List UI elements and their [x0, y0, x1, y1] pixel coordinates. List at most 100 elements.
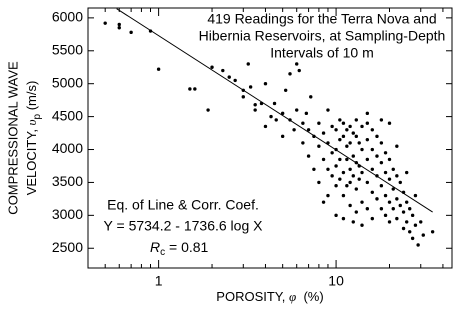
point: [370, 216, 375, 221]
point: [383, 193, 388, 198]
point: [301, 121, 305, 125]
point: [317, 180, 321, 185]
point: [401, 226, 406, 231]
annotation-part: = 0.81: [165, 239, 208, 255]
annotation: Hibernia Reservoirs, at Sampling-Depth: [199, 28, 446, 44]
plot-frame: [87, 7, 453, 269]
point: [253, 108, 257, 112]
point: [401, 210, 406, 214]
point: [321, 131, 326, 135]
point: [387, 200, 392, 204]
point: [375, 197, 379, 201]
y-tick-label: 3000: [52, 206, 83, 222]
point: [312, 167, 316, 171]
y-tick-label: 6000: [52, 9, 83, 25]
point: [365, 157, 370, 162]
point: [348, 203, 352, 208]
point: [383, 170, 388, 175]
point: [413, 193, 418, 198]
point: [341, 121, 346, 125]
point: [288, 72, 292, 76]
annotation-part: R: [150, 239, 160, 255]
point: [365, 111, 370, 116]
point: [419, 220, 423, 224]
annotation: 419 Readings for the Terra Nova and: [207, 11, 436, 27]
point: [395, 174, 399, 178]
point: [338, 118, 342, 122]
point: [348, 141, 352, 145]
point: [379, 160, 384, 165]
x-axis-label: POROSITY, φ (%): [216, 289, 323, 304]
point: [326, 193, 330, 198]
point: [387, 121, 392, 125]
point: [317, 121, 321, 125]
point: [272, 101, 277, 106]
point: [210, 65, 214, 69]
point: [306, 128, 311, 132]
y-label-part: (m/s): [24, 81, 39, 114]
point: [391, 167, 395, 171]
point: [351, 131, 355, 135]
point: [383, 151, 388, 155]
y-tick-label: 5500: [52, 41, 83, 57]
point: [269, 114, 273, 119]
point: [341, 193, 346, 198]
point: [416, 243, 420, 247]
point: [129, 30, 133, 35]
annotation-part: c: [160, 247, 165, 258]
point: [348, 124, 352, 129]
point: [304, 111, 309, 116]
point: [351, 220, 355, 224]
point: [334, 184, 338, 188]
point: [421, 233, 425, 237]
point: [221, 68, 225, 73]
point: [317, 144, 321, 148]
point: [398, 180, 402, 185]
point: [345, 157, 349, 162]
y-label-part: υ: [24, 119, 39, 125]
point: [370, 128, 375, 132]
point: [334, 164, 338, 168]
point: [404, 200, 409, 204]
point: [387, 177, 392, 181]
y-tick-label: 4500: [52, 107, 83, 123]
annotation: Eq. of Line & Corr. Coef.: [107, 197, 259, 213]
point: [404, 220, 409, 224]
point: [395, 197, 399, 201]
point: [365, 207, 370, 211]
point: [379, 207, 384, 211]
point: [301, 141, 305, 145]
y-label-part: VELOCITY,: [24, 125, 39, 195]
y-label-part: p: [32, 113, 43, 119]
point: [341, 216, 346, 221]
point: [280, 111, 285, 116]
trend-line: [116, 8, 433, 213]
point: [360, 147, 364, 152]
point: [365, 180, 370, 185]
point: [375, 154, 379, 158]
point: [413, 223, 418, 227]
point: [410, 213, 415, 218]
point: [348, 167, 352, 171]
point: [379, 118, 384, 122]
point: [379, 141, 384, 145]
point: [338, 157, 342, 162]
point: [379, 184, 384, 188]
point: [354, 118, 359, 122]
annotation: Y = 5734.2 - 1736.6 log X: [104, 218, 264, 234]
x-label-part: POROSITY,: [216, 289, 289, 304]
point: [206, 108, 210, 112]
point: [395, 144, 399, 148]
point: [360, 170, 364, 175]
y-axis-label: VELOCITY, υp (m/s): [24, 81, 43, 196]
x-label-part: φ: [289, 289, 296, 304]
point: [370, 147, 375, 152]
point: [326, 167, 330, 171]
point: [365, 137, 370, 142]
point: [395, 216, 399, 221]
y-tick-label: 3500: [52, 173, 83, 189]
x-label-part: (%): [296, 289, 323, 304]
point: [326, 108, 330, 112]
y-tick-label: 4000: [52, 140, 83, 156]
annotation: Rc = 0.81: [150, 239, 209, 258]
